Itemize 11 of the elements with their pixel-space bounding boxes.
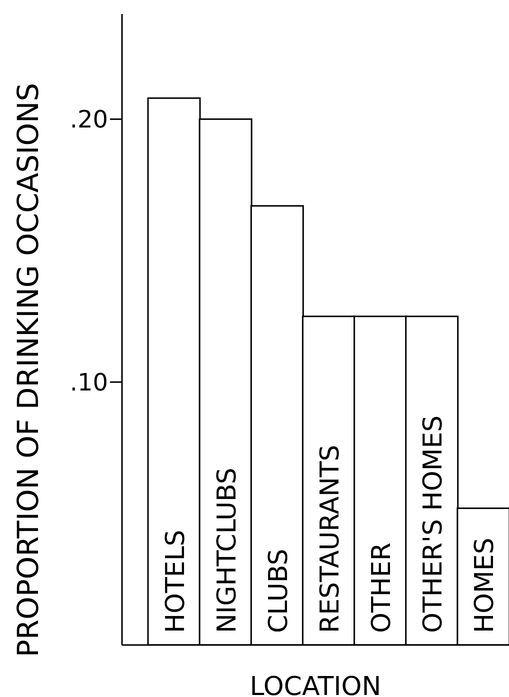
x-tick-label: NIGHTCLUBS: [212, 468, 242, 633]
y-axis-title: PROPORTION OF DRINKING OCCASIONS: [11, 82, 45, 658]
x-tick-label: CLUBS: [264, 548, 294, 633]
x-tick-label: RESTAURANTS: [316, 444, 346, 633]
x-axis-title: LOCATION: [250, 672, 382, 697]
y-tick-label: .20: [70, 106, 108, 134]
y-tick-label: .10: [70, 368, 108, 397]
x-tick-label: HOMES: [470, 538, 500, 633]
x-tick-label: OTHER'S HOMES: [418, 415, 449, 633]
x-tick-label: OTHER: [367, 542, 398, 633]
x-tick-label: HOTELS: [160, 530, 191, 633]
